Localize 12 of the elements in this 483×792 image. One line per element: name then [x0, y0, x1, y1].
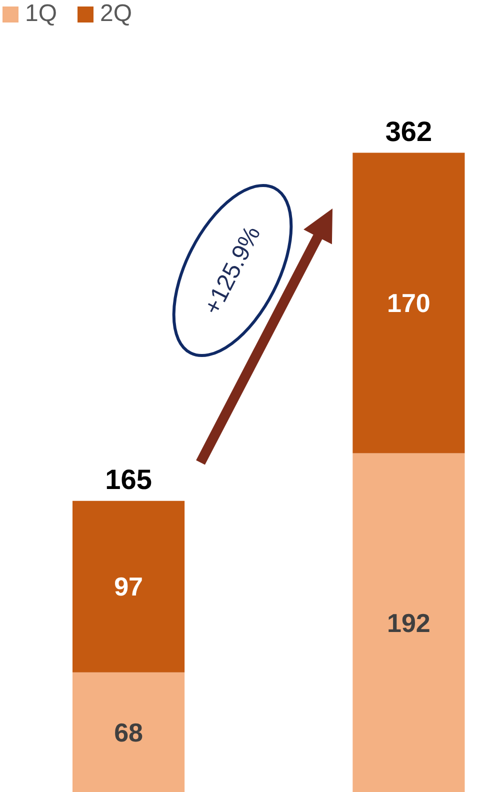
data-label: 97 [114, 572, 143, 602]
data-label: 170 [387, 288, 430, 318]
bar [352, 453, 465, 792]
data-label: 192 [387, 608, 430, 638]
bar [352, 152, 465, 454]
legend-label: 2Q [100, 0, 132, 28]
total-label: 362 [385, 116, 432, 147]
data-label: 68 [114, 717, 143, 748]
legend-label: 1Q [25, 0, 58, 28]
bar [72, 500, 185, 672]
bar [72, 672, 185, 792]
total-label: 165 [105, 464, 152, 495]
